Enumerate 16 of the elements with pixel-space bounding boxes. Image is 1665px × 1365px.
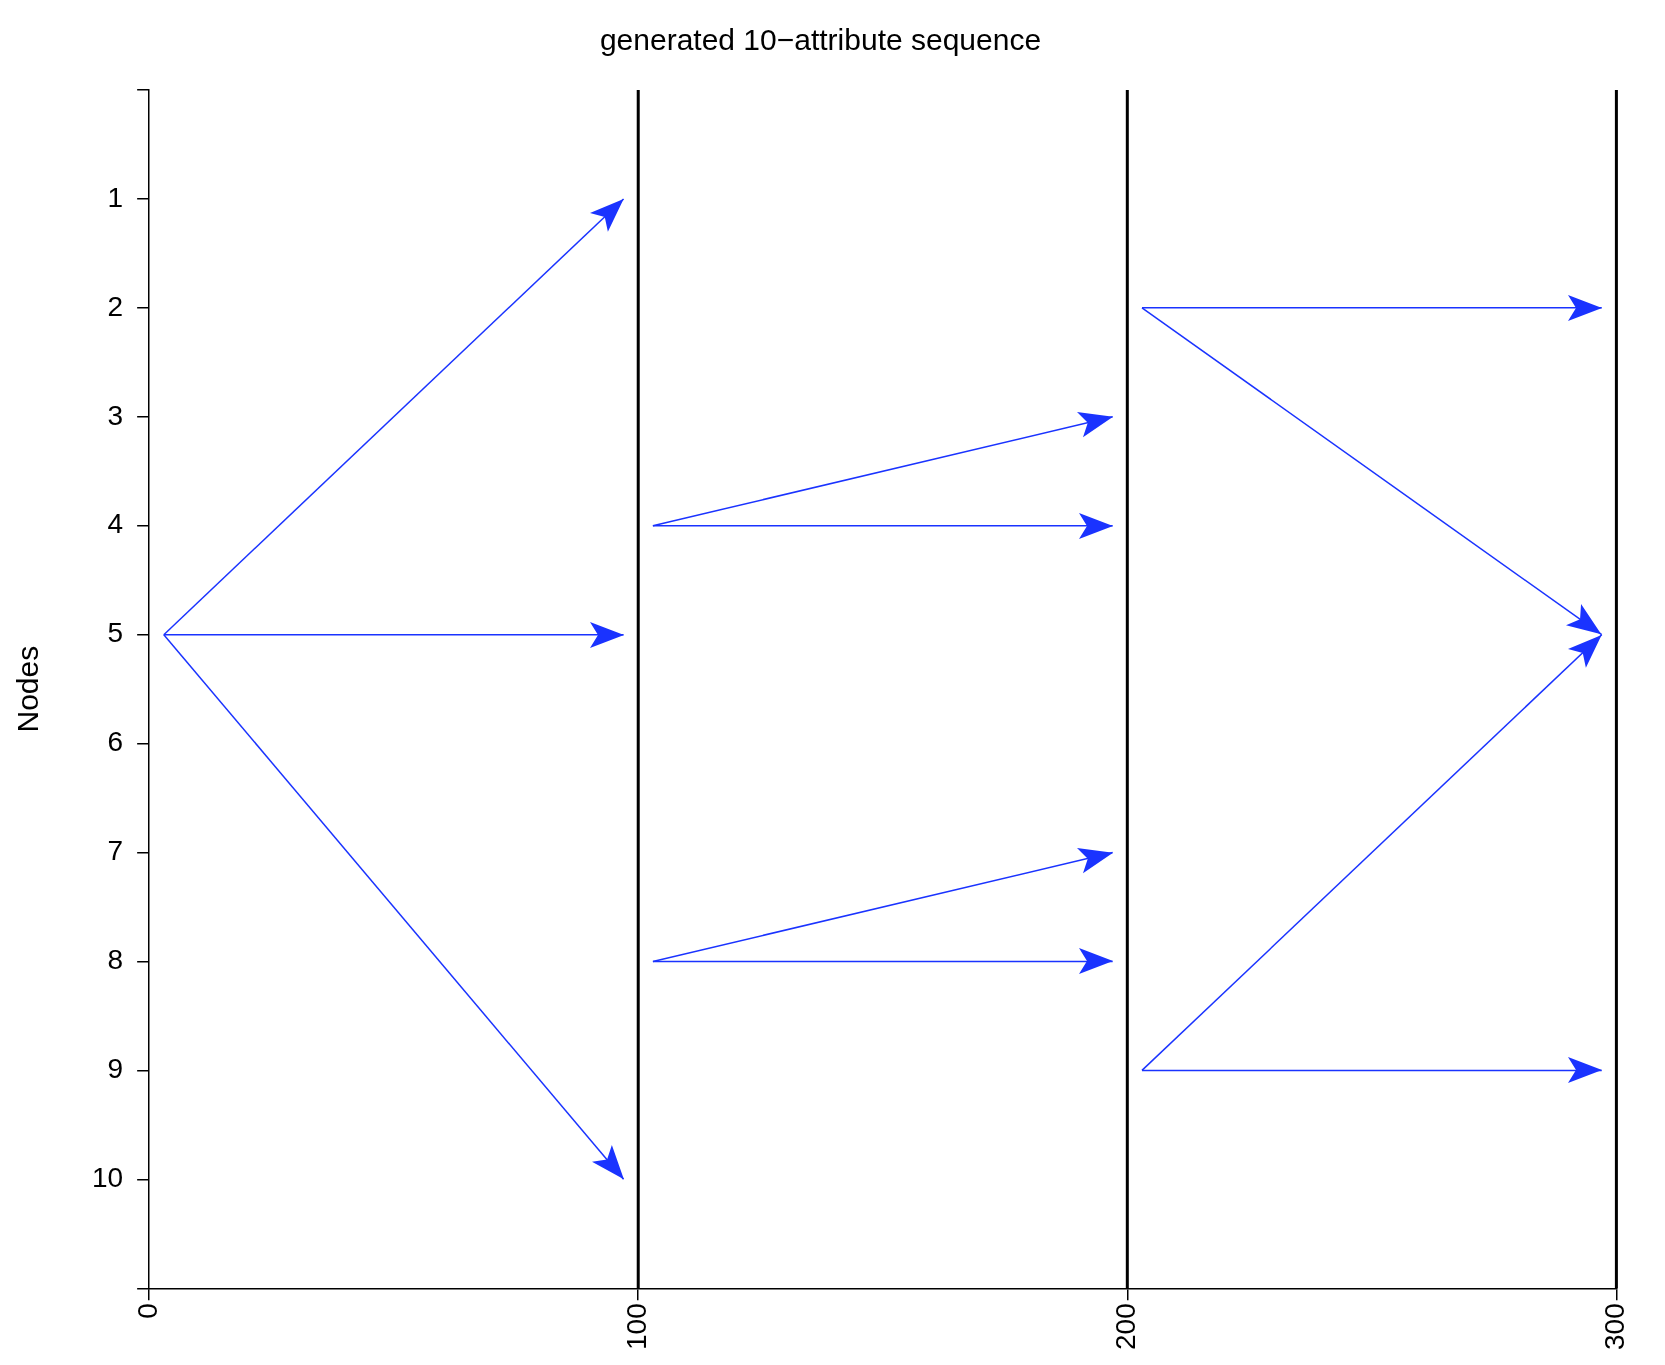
y-tick-label: 9	[107, 1053, 124, 1085]
chart-title: generated 10−attribute sequence	[599, 23, 1042, 57]
x-tick-label: 100	[620, 1303, 652, 1350]
y-tick-label: 6	[107, 726, 124, 758]
y-tick-label: 7	[107, 835, 124, 867]
y-tick-label: 2	[107, 290, 124, 322]
y-tick-label: 3	[107, 399, 124, 431]
y-tick-label: 4	[107, 508, 124, 540]
y-axis-title: Nodes	[11, 645, 45, 733]
y-tick-label: 10	[91, 1162, 124, 1194]
y-tick-label: 5	[107, 617, 124, 649]
x-tick-label: 300	[1599, 1303, 1631, 1350]
x-tick-label: 200	[1110, 1303, 1142, 1350]
x-tick-label: 0	[131, 1303, 163, 1319]
y-tick-label: 8	[107, 944, 124, 976]
y-tick-label: 1	[107, 181, 124, 213]
